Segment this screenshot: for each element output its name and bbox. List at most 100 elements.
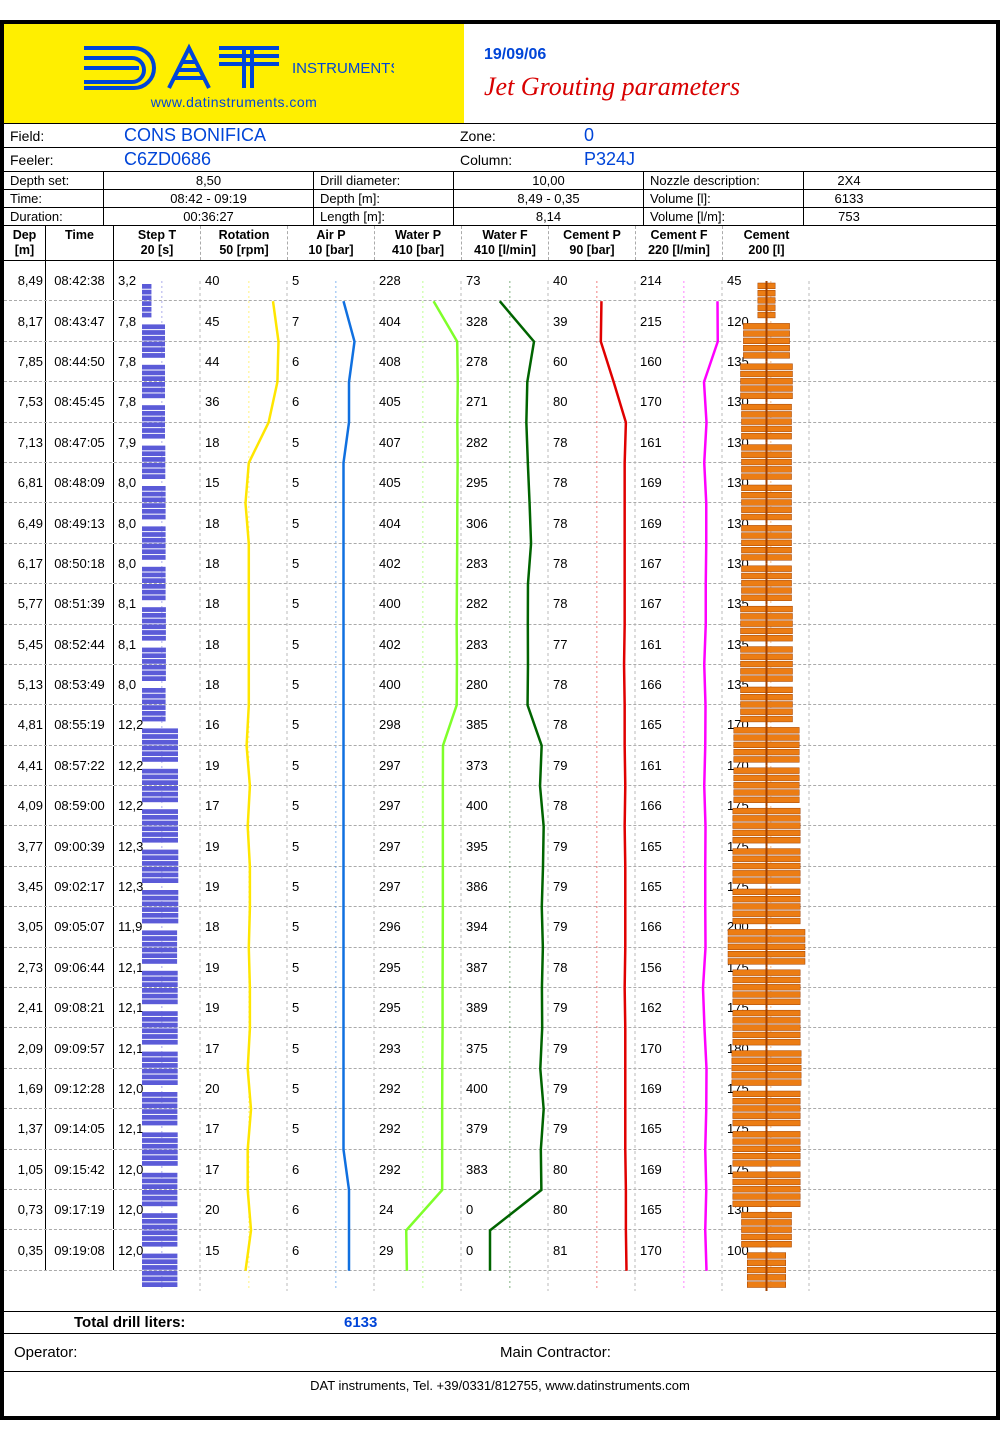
cell-value: 18 <box>201 503 288 542</box>
cell-value: 5 <box>288 584 375 623</box>
cell-value: 228 <box>375 261 462 300</box>
cell-value: 165 <box>636 826 723 865</box>
cell-value: 292 <box>375 1150 462 1189</box>
cell-depth: 4,09 <box>4 786 46 825</box>
contractor-label: Main Contractor: <box>500 1344 986 1361</box>
cell-value: 5 <box>288 705 375 744</box>
cell-time: 08:47:05 <box>46 423 114 462</box>
cell-value: 12,0 <box>114 1150 201 1189</box>
cell-value: 79 <box>549 826 636 865</box>
col-header: Water F410 [l/min] <box>462 226 549 260</box>
cell-depth: 7,13 <box>4 423 46 462</box>
cell-time: 08:43:47 <box>46 301 114 340</box>
logo-sub-text: INSTRUMENTS <box>292 60 394 77</box>
cell-value: 19 <box>201 746 288 785</box>
cell-value: 5 <box>288 261 375 300</box>
cell-depth: 1,05 <box>4 1150 46 1189</box>
cell-value: 383 <box>462 1150 549 1189</box>
cell-value: 18 <box>201 544 288 583</box>
data-row: 6,1708:50:188,018540228378167130 <box>4 544 996 584</box>
cell-value: 215 <box>636 301 723 340</box>
cell-value: 280 <box>462 665 549 704</box>
cell-value: 404 <box>375 503 462 542</box>
cell-value: 5 <box>288 463 375 502</box>
cell-time: 09:12:28 <box>46 1069 114 1108</box>
cell-value: 73 <box>462 261 549 300</box>
cell-value: 120 <box>723 301 810 340</box>
cell-value: 130 <box>723 463 810 502</box>
feeler-label: Feeler: <box>10 152 54 168</box>
dur-label: Duration: <box>4 208 104 225</box>
cell-value: 283 <box>462 544 549 583</box>
cell-value: 175 <box>723 1069 810 1108</box>
report-date: 19/09/06 <box>484 46 996 64</box>
cell-depth: 3,77 <box>4 826 46 865</box>
meta-block-1: Field: CONS BONIFICA Zone: 0 Feeler: C6Z… <box>4 124 996 172</box>
cell-value: 79 <box>549 1109 636 1148</box>
cell-value: 8,1 <box>114 584 201 623</box>
cell-value: 135 <box>723 625 810 664</box>
cell-value: 404 <box>375 301 462 340</box>
cell-value: 39 <box>549 301 636 340</box>
depthset-value: 8,50 <box>104 172 314 189</box>
cell-value: 12,2 <box>114 786 201 825</box>
cell-value: 8,0 <box>114 463 201 502</box>
cell-value: 175 <box>723 1109 810 1148</box>
data-row: 6,8108:48:098,015540529578169130 <box>4 463 996 503</box>
data-row: 4,8108:55:1912,216529838578165170 <box>4 705 996 745</box>
cell-value: 170 <box>636 1230 723 1269</box>
cell-value: 278 <box>462 342 549 381</box>
cell-value: 400 <box>375 584 462 623</box>
cell-depth: 2,09 <box>4 1028 46 1067</box>
cell-value: 6 <box>288 1230 375 1269</box>
voll-value: 6133 <box>804 190 894 207</box>
footer-contact: DAT instruments, Tel. +39/0331/812755, w… <box>4 1371 996 1399</box>
cell-depth: 3,45 <box>4 867 46 906</box>
cell-value: 0 <box>462 1230 549 1269</box>
cell-value: 165 <box>636 867 723 906</box>
report-page: INSTRUMENTS www.datinstruments.com 19/09… <box>0 20 1000 1420</box>
cell-value: 60 <box>549 342 636 381</box>
cell-value: 0 <box>462 1190 549 1229</box>
cell-value: 160 <box>636 342 723 381</box>
cell-time: 08:49:13 <box>46 503 114 542</box>
cell-value: 385 <box>462 705 549 744</box>
col-header: Step T20 [s] <box>114 226 201 260</box>
cell-value: 407 <box>375 423 462 462</box>
data-row: 1,0509:15:4212,017629238380169175 <box>4 1150 996 1190</box>
cell-value: 20 <box>201 1190 288 1229</box>
cell-time: 09:08:21 <box>46 988 114 1027</box>
cell-value: 18 <box>201 665 288 704</box>
cell-depth: 7,85 <box>4 342 46 381</box>
len-value: 8,14 <box>454 208 644 225</box>
data-row: 3,7709:00:3912,319529739579165175 <box>4 826 996 866</box>
data-row: 7,5308:45:457,836640527180170130 <box>4 382 996 422</box>
cell-value: 11,9 <box>114 907 201 946</box>
cell-depth: 1,69 <box>4 1069 46 1108</box>
cell-depth: 0,35 <box>4 1230 46 1269</box>
cell-depth: 8,49 <box>4 261 46 300</box>
cell-value: 200 <box>723 907 810 946</box>
cell-time: 08:45:45 <box>46 382 114 421</box>
data-row: 2,0909:09:5712,117529337579170180 <box>4 1028 996 1068</box>
cell-value: 12,0 <box>114 1230 201 1269</box>
cell-value: 175 <box>723 988 810 1027</box>
cell-value: 405 <box>375 463 462 502</box>
cell-value: 5 <box>288 948 375 987</box>
data-row: 5,7708:51:398,118540028278167135 <box>4 584 996 624</box>
cell-value: 16 <box>201 705 288 744</box>
cell-value: 295 <box>375 948 462 987</box>
cell-value: 130 <box>723 423 810 462</box>
data-row: 1,3709:14:0512,117529237979165175 <box>4 1109 996 1149</box>
depthm-label: Depth [m]: <box>314 190 454 207</box>
cell-value: 5 <box>288 1028 375 1067</box>
cell-time: 09:06:44 <box>46 948 114 987</box>
cell-value: 306 <box>462 503 549 542</box>
cell-time: 08:51:39 <box>46 584 114 623</box>
cell-time: 08:59:00 <box>46 786 114 825</box>
cell-value: 175 <box>723 786 810 825</box>
cell-value: 161 <box>636 423 723 462</box>
col-header: Cement200 [l] <box>723 226 810 260</box>
cell-depth: 2,73 <box>4 948 46 987</box>
cell-value: 130 <box>723 544 810 583</box>
